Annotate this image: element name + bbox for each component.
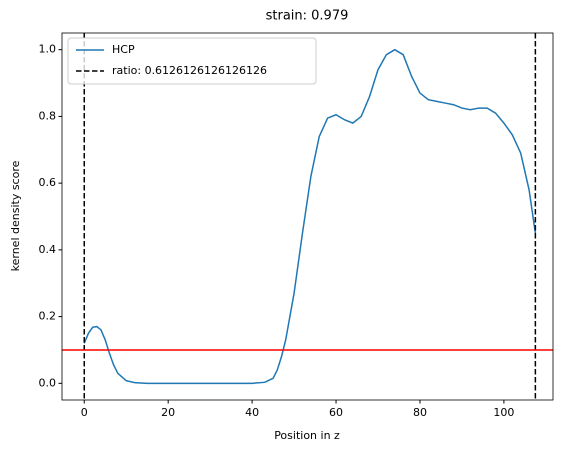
y-tick-label: 0.2 [39,310,57,323]
chart-title: strain: 0.979 [266,9,349,24]
y-tick-label: 0.4 [39,243,57,256]
axes-frame [61,32,554,401]
data-line [83,48,537,385]
legend-label: HCP [112,43,135,56]
y-axis-label: kernel density score [9,160,22,271]
x-tick-label: 20 [161,406,175,419]
legend-box [67,37,317,85]
x-tick-label: 60 [329,406,343,419]
y-tick-label: 0.8 [39,109,57,122]
x-tick-label: 0 [81,406,88,419]
x-tick-label: 80 [413,406,427,419]
legend-label: ratio: 0.6126126126126126 [112,64,267,77]
y-tick-label: 1.0 [39,43,57,56]
x-tick-label: 100 [493,406,514,419]
y-tick-label: 0.6 [39,176,57,189]
x-axis-label: Position in z [274,429,340,442]
x-tick-label: 40 [245,406,259,419]
y-tick-label: 0.0 [39,376,57,389]
